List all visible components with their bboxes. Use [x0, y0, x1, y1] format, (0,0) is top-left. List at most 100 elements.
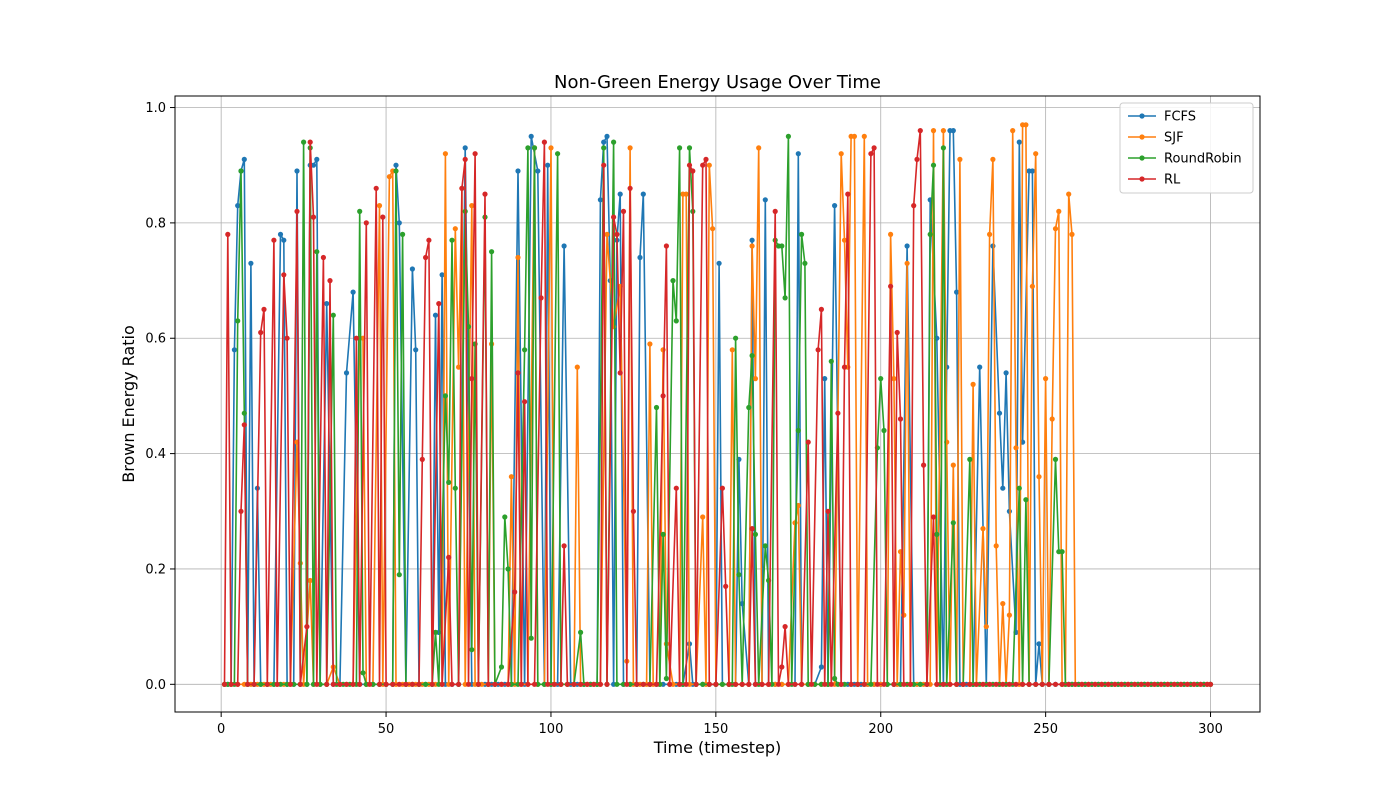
data-point-rl	[353, 335, 359, 341]
data-point-rl	[409, 681, 415, 687]
data-point-sjf	[1000, 601, 1006, 607]
data-point-fcfs	[637, 254, 643, 261]
data-point-rl	[597, 681, 604, 687]
data-point-fcfs	[996, 410, 1003, 416]
data-point-rl	[967, 681, 973, 687]
data-point-fcfs	[954, 289, 960, 295]
data-point-rl	[264, 681, 270, 687]
legend-label: RL	[1164, 173, 1181, 188]
data-point-fcfs	[231, 347, 237, 353]
y-tick-label: 0.6	[145, 332, 166, 347]
data-point-fcfs	[795, 151, 801, 157]
data-point-roundrobin	[498, 664, 505, 670]
data-point-sjf	[452, 226, 458, 232]
data-point-rl	[396, 681, 402, 687]
data-point-roundrobin	[881, 427, 887, 434]
data-point-rl	[911, 203, 917, 209]
data-point-rl	[917, 128, 923, 134]
data-point-rl	[525, 681, 531, 687]
chart-title: Non-Green Energy Usage Over Time	[554, 72, 881, 93]
data-point-fcfs	[1000, 485, 1006, 491]
data-point-rl	[221, 681, 228, 687]
data-point-sjf	[1010, 128, 1016, 134]
data-point-rl	[446, 554, 452, 561]
data-point-rl	[1006, 681, 1013, 687]
data-point-roundrobin	[489, 249, 495, 255]
data-point-rl	[934, 681, 940, 687]
y-tick-label: 0.0	[145, 678, 166, 693]
data-point-roundrobin	[304, 681, 310, 687]
data-point-rl	[541, 139, 548, 145]
data-point-rl	[1191, 681, 1197, 687]
data-point-rl	[897, 416, 904, 422]
data-point-sjf	[838, 151, 844, 157]
data-point-sjf	[1056, 208, 1062, 214]
data-point-roundrobin	[423, 681, 429, 687]
data-point-roundrobin	[799, 231, 805, 237]
data-point-rl	[841, 364, 848, 370]
data-point-rl	[960, 681, 966, 687]
data-point-rl	[498, 681, 505, 687]
data-point-roundrobin	[749, 353, 755, 359]
data-point-roundrobin	[762, 543, 768, 549]
data-point-fcfs	[604, 133, 610, 139]
data-point-sjf	[469, 203, 475, 209]
data-point-rl	[429, 681, 435, 687]
data-point-roundrobin	[400, 231, 406, 237]
x-axis-label: Time (timestep)	[653, 738, 781, 757]
data-point-roundrobin	[446, 479, 452, 485]
data-point-roundrobin	[393, 168, 399, 174]
data-point-sjf	[980, 526, 986, 532]
data-point-rl	[1207, 681, 1214, 687]
data-point-rl	[604, 681, 610, 687]
data-point-rl	[1039, 681, 1045, 687]
data-point-sjf	[1029, 283, 1035, 289]
data-point-roundrobin	[241, 410, 247, 416]
data-point-sjf	[456, 364, 462, 370]
data-point-rl	[294, 208, 300, 214]
data-point-roundrobin	[719, 681, 726, 687]
data-point-rl	[815, 347, 821, 353]
data-point-roundrobin	[611, 139, 617, 145]
data-point-sjf	[983, 624, 989, 630]
legend-label: FCFS	[1164, 110, 1196, 125]
data-point-fcfs	[277, 231, 284, 237]
data-point-rl	[627, 185, 633, 191]
data-point-rl	[871, 145, 877, 151]
data-point-rl	[436, 301, 442, 307]
data-point-rl	[894, 329, 900, 336]
data-point-rl	[1165, 681, 1171, 687]
data-point-rl	[940, 681, 947, 687]
data-point-rl	[327, 278, 333, 284]
data-point-roundrobin	[752, 531, 759, 538]
data-point-rl	[1072, 681, 1078, 687]
data-point-roundrobin	[660, 531, 666, 538]
data-point-sjf	[901, 612, 907, 618]
data-point-roundrobin	[555, 151, 561, 157]
data-point-roundrobin	[736, 572, 742, 578]
data-point-rl	[403, 681, 409, 687]
data-point-rl	[690, 168, 696, 174]
data-point-roundrobin	[917, 681, 923, 687]
data-point-fcfs	[314, 156, 320, 162]
data-point-sjf	[548, 145, 554, 151]
data-point-roundrobin	[686, 145, 693, 151]
data-point-rl	[1052, 681, 1059, 687]
data-point-rl	[907, 681, 914, 687]
data-point-fcfs	[716, 260, 722, 266]
data-point-sjf	[508, 474, 514, 480]
data-point-rl	[512, 589, 518, 595]
data-point-fcfs	[822, 376, 828, 382]
data-point-roundrobin	[525, 145, 531, 151]
data-point-roundrobin	[950, 520, 956, 526]
legend-frame	[1119, 102, 1254, 194]
data-point-roundrobin	[258, 681, 264, 687]
x-tick-label: 250	[1033, 722, 1058, 737]
legend-swatch-marker	[1139, 113, 1145, 119]
data-point-sjf	[756, 145, 762, 151]
data-point-roundrobin	[653, 404, 660, 411]
data-point-rl	[993, 681, 999, 687]
data-point-fcfs	[1016, 139, 1022, 145]
data-point-rl	[561, 543, 567, 549]
